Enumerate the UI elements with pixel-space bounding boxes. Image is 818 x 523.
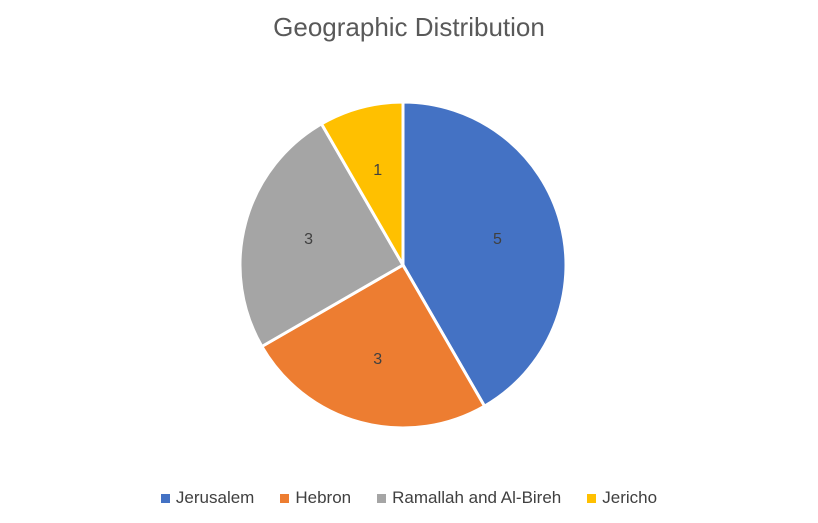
legend-swatch [280,493,290,503]
legend-item-jerusalem: Jerusalem [160,488,255,508]
legend-swatch [160,493,170,503]
legend-label: Jerusalem [175,488,255,507]
chart-title: Geographic Distribution [273,12,545,42]
legend-swatch [587,493,597,503]
pie-slice-jerusalem [401,100,568,409]
legend-label: Hebron [295,488,352,507]
legend-item-hebron: Hebron [280,488,351,508]
pie-slice-jericho [319,100,405,271]
legend: Jerusalem Hebron Ramallah and Al-Bireh Jeri… [0,488,818,508]
data-label-jericho: 1 [373,162,382,179]
pie-slice-hebron [259,262,487,430]
legend-item-ramallah-and-al-bireh: Ramallah and Al-Bireh [377,488,561,508]
legend-label: Ramallah and Al-Bireh [392,488,562,507]
data-label-jerusalem: 5 [493,231,502,248]
data-label-hebron: 3 [373,351,382,368]
data-label-ramallah-and-al-bireh: 3 [304,231,313,248]
pie-slice-ramallah-and-al-bireh [238,121,406,349]
legend-label: Jericho [602,488,658,507]
legend-item-jericho: Jericho [587,488,657,508]
legend-swatch [377,493,387,503]
